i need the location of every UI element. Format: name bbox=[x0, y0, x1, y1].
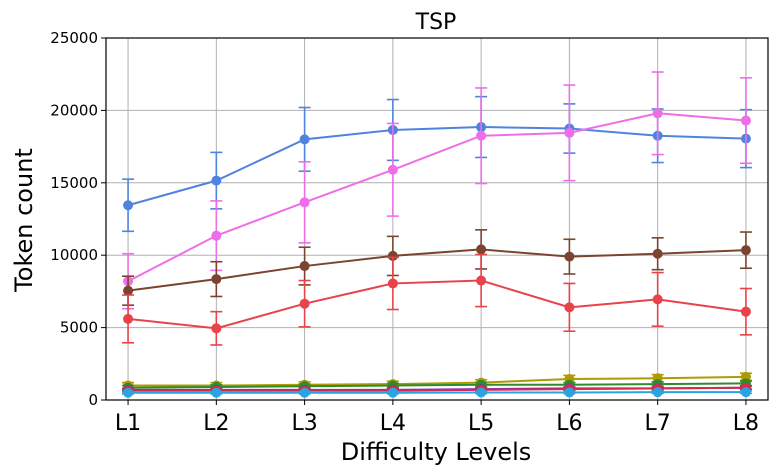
y-tick-label: 0 bbox=[88, 391, 98, 409]
y-tick-label: 5000 bbox=[60, 319, 98, 337]
data-point bbox=[387, 387, 398, 398]
series-line bbox=[127, 112, 747, 283]
data-point bbox=[476, 130, 487, 141]
data-point bbox=[387, 278, 398, 289]
y-tick-label: 20000 bbox=[50, 101, 98, 119]
data-point bbox=[476, 275, 487, 286]
y-axis-label: Token count bbox=[10, 148, 38, 293]
data-point bbox=[123, 285, 134, 296]
data-point bbox=[299, 197, 310, 208]
data-point bbox=[564, 302, 575, 313]
data-point bbox=[740, 245, 751, 256]
x-tick-label: L7 bbox=[645, 411, 671, 436]
x-axis-ticks: L1 L2 L3 L4 L5 L6 L7 L8 bbox=[115, 400, 759, 436]
x-tick-label: L3 bbox=[291, 411, 317, 436]
y-tick-label: 15000 bbox=[50, 174, 98, 192]
y-tick-label: 25000 bbox=[50, 29, 98, 47]
series-violet bbox=[122, 71, 752, 310]
data-point bbox=[476, 387, 487, 398]
x-tick-label: L6 bbox=[556, 411, 582, 436]
data-point bbox=[211, 175, 222, 186]
x-tick-label: L5 bbox=[468, 411, 494, 436]
x-tick-label: L2 bbox=[203, 411, 229, 436]
data-point bbox=[740, 115, 751, 126]
data-point bbox=[652, 294, 663, 305]
series-line bbox=[127, 126, 746, 207]
data-point bbox=[211, 230, 222, 241]
chart-title: TSP bbox=[415, 10, 457, 35]
data-point bbox=[387, 250, 398, 261]
x-tick-label: L4 bbox=[380, 411, 406, 436]
data-point bbox=[299, 134, 310, 145]
data-point bbox=[652, 248, 663, 259]
data-point bbox=[476, 244, 487, 255]
y-axis-ticks: 0 5000 10000 15000 20000 25000 bbox=[50, 29, 106, 409]
series-line bbox=[128, 375, 746, 387]
data-point bbox=[299, 261, 310, 272]
x-tick-label: L8 bbox=[733, 411, 759, 436]
series-group bbox=[122, 71, 752, 398]
data-point bbox=[564, 387, 575, 398]
data-point bbox=[299, 387, 310, 398]
plot-frame bbox=[105, 37, 769, 401]
series-line bbox=[128, 391, 746, 394]
data-point bbox=[652, 108, 663, 119]
series-line bbox=[128, 382, 746, 389]
data-point bbox=[211, 274, 222, 285]
data-point bbox=[211, 323, 222, 334]
series-line bbox=[127, 248, 746, 292]
data-point bbox=[740, 387, 751, 398]
series-cyan bbox=[122, 387, 752, 398]
grid bbox=[106, 37, 768, 401]
data-point bbox=[740, 306, 751, 317]
data-point bbox=[123, 313, 134, 324]
data-point bbox=[387, 164, 398, 175]
data-point bbox=[123, 200, 134, 211]
y-tick-label: 10000 bbox=[50, 246, 98, 264]
data-point bbox=[564, 251, 575, 262]
series-line bbox=[127, 279, 747, 330]
data-point bbox=[123, 387, 134, 398]
series-line bbox=[128, 386, 746, 392]
data-point bbox=[564, 127, 575, 138]
x-tick-label: L1 bbox=[115, 411, 141, 436]
data-point bbox=[211, 387, 222, 398]
data-point bbox=[299, 298, 310, 309]
x-axis-label: Difficulty Levels bbox=[341, 438, 532, 466]
series-red bbox=[122, 253, 752, 346]
data-point bbox=[652, 387, 663, 398]
